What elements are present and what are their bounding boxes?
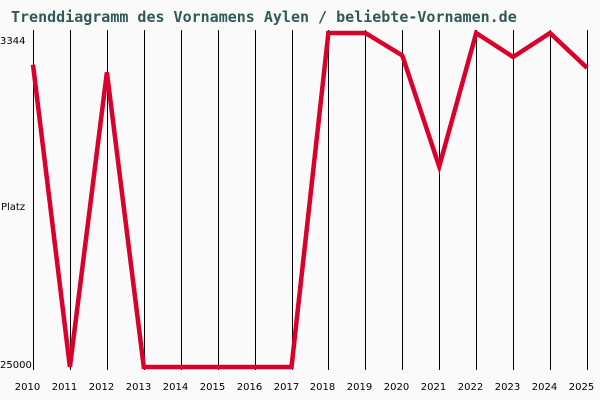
x-tick-label-2014: 2014 xyxy=(162,382,189,393)
x-tick-label-2010: 2010 xyxy=(14,382,41,393)
x-tick-label-2015: 2015 xyxy=(199,382,226,393)
x-tick-label-2019: 2019 xyxy=(346,382,373,393)
x-tick-label-2017: 2017 xyxy=(273,382,300,393)
y-axis-top-label: 3344 xyxy=(0,36,26,47)
x-tick-label-2013: 2013 xyxy=(125,382,152,393)
chart-title: Trenddiagramm des Vornamens Aylen / beli… xyxy=(11,8,517,26)
trend-line xyxy=(30,29,589,370)
x-tick-label-2024: 2024 xyxy=(531,382,558,393)
x-tick-label-2022: 2022 xyxy=(457,382,484,393)
x-tick-label-2011: 2011 xyxy=(51,382,78,393)
x-tick-label-2012: 2012 xyxy=(88,382,115,393)
y-axis-title: Platz xyxy=(1,202,26,213)
x-tick-label-2023: 2023 xyxy=(494,382,521,393)
y-axis-bottom-label: 25000 xyxy=(0,360,32,371)
x-tick-label-2020: 2020 xyxy=(383,382,410,393)
x-tick-label-2021: 2021 xyxy=(420,382,447,393)
x-tick-label-2018: 2018 xyxy=(309,382,336,393)
x-tick-label-2016: 2016 xyxy=(236,382,263,393)
x-tick-label-2025: 2025 xyxy=(568,382,595,393)
vertical-gridlines xyxy=(33,30,588,370)
